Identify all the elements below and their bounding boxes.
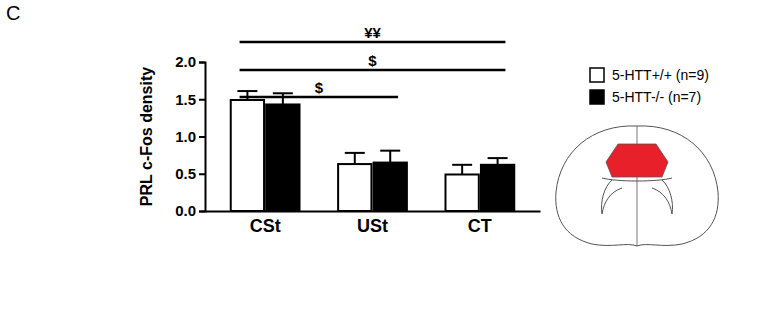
significance-label: $: [368, 52, 377, 69]
error-cap: [380, 150, 400, 152]
x-axis-line: [206, 211, 541, 213]
x-tick: CT: [468, 216, 492, 236]
y-tick: 0.5: [175, 165, 205, 182]
error-cap: [273, 92, 293, 94]
error-cap: [488, 157, 508, 159]
x-tick-label: CSt: [250, 216, 281, 236]
brain-callosum: [602, 178, 672, 181]
brain-region: [606, 144, 668, 177]
y-tick-label: 2.0: [175, 53, 196, 70]
error-bar: [354, 153, 356, 164]
y-tick-mark: [199, 136, 205, 138]
y-tick-label: 1.0: [175, 128, 196, 145]
x-axis: CSt USt CT: [206, 212, 541, 236]
error-bar: [282, 93, 284, 104]
y-tick-label: 0.0: [175, 202, 196, 219]
y-tick-label: 0.5: [175, 165, 196, 182]
legend-entry: 5-HTT+/+ (n=9): [590, 67, 709, 83]
bar: [338, 164, 371, 211]
legend-entry: 5-HTT-/- (n=7): [590, 89, 701, 105]
plot-marks: [231, 91, 515, 211]
panel-label: C: [6, 2, 20, 24]
bar: [266, 104, 299, 211]
brain-outline: [556, 126, 718, 246]
error-bar: [497, 158, 499, 165]
y-axis: 0.0 0.5 1.0 1.5 2.0: [175, 53, 205, 219]
significance-line: [240, 41, 506, 44]
y-axis-line: [199, 63, 206, 212]
error-bar: [461, 165, 463, 175]
y-tick-mark: [199, 211, 205, 213]
x-tick: CSt: [250, 216, 281, 236]
y-tick: 2.0: [175, 53, 205, 70]
y-axis-title: PRL c-Fos density: [138, 67, 155, 206]
error-cap: [452, 164, 472, 166]
bar: [231, 100, 264, 211]
bar: [445, 174, 478, 211]
legend-label: 5-HTT-/- (n=7): [612, 89, 701, 105]
significance-label: ¥¥: [364, 24, 381, 41]
brain-ventricle-right: [652, 180, 673, 214]
significance-label: $: [315, 79, 324, 96]
x-tick: USt: [357, 216, 388, 236]
y-tick: 0.0: [175, 202, 205, 219]
bar: [374, 163, 407, 211]
y-tick-label: 1.5: [175, 91, 196, 108]
brain-ventricle-left: [601, 180, 622, 214]
x-tick-label: CT: [468, 216, 492, 236]
y-tick-mark: [199, 99, 205, 101]
legend: 5-HTT+/+ (n=9) 5-HTT-/- (n=7): [590, 67, 709, 105]
legend-label: 5-HTT+/+ (n=9): [612, 67, 709, 83]
legend-swatch: [590, 68, 604, 82]
y-tick-mark: [199, 62, 205, 64]
error-bar: [389, 151, 391, 163]
significance-line: [240, 69, 506, 72]
x-tick-label: USt: [357, 216, 388, 236]
chart: C 0.0 0.5 1.0 1.5 2.0 CSt USt CT PRL c-Fos densit…: [0, 0, 762, 330]
y-tick: 1.5: [175, 91, 205, 108]
legend-swatch: [590, 90, 604, 104]
error-bar: [246, 91, 248, 100]
brain-schematic: [556, 126, 718, 246]
y-tick-mark: [199, 173, 205, 175]
error-cap: [345, 152, 365, 154]
error-cap: [237, 90, 257, 92]
y-tick: 1.0: [175, 128, 205, 145]
bar: [481, 165, 514, 211]
significance-line: [240, 96, 398, 99]
